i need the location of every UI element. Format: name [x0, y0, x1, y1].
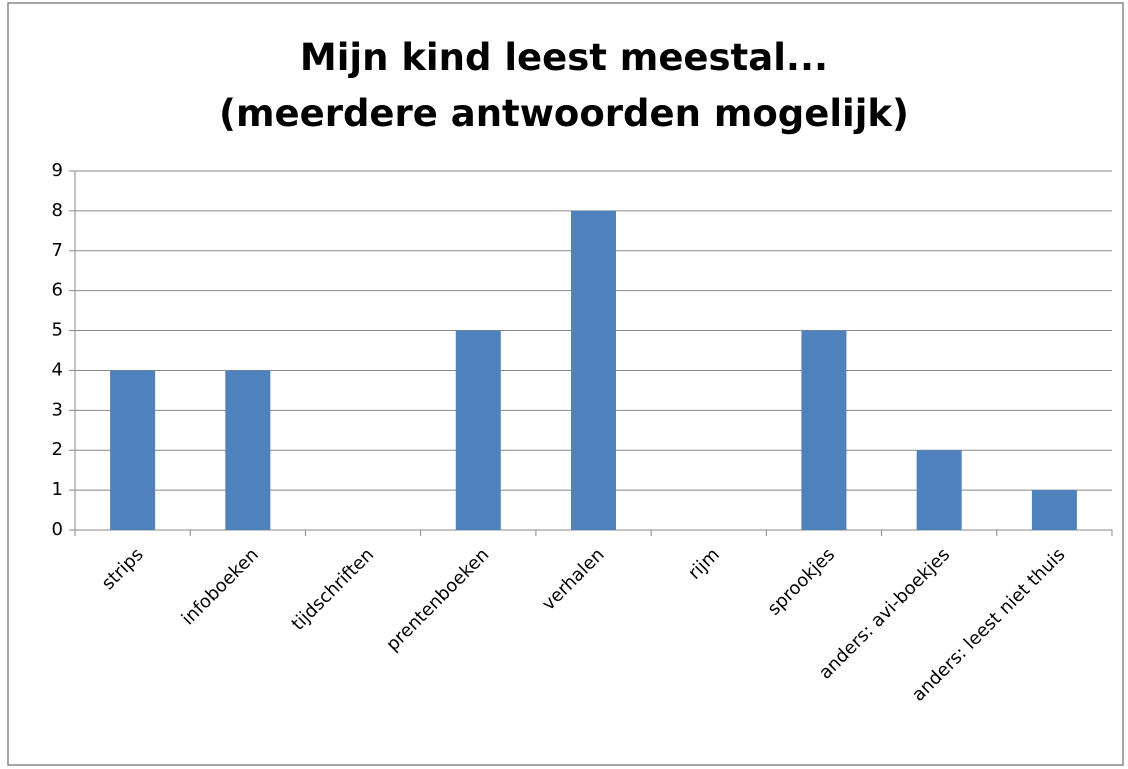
y-tick-label: 6: [52, 280, 63, 301]
y-tick-label: 2: [52, 439, 63, 460]
bar: [225, 370, 271, 530]
chart-border: [7, 2, 1124, 766]
y-tick-label: 4: [52, 359, 63, 380]
y-tick-label: 1: [52, 479, 63, 500]
chart-title: Mijn kind leest meestal... (meerdere ant…: [219, 36, 909, 135]
bar: [571, 210, 616, 530]
bar: [455, 330, 501, 530]
bar: [110, 370, 156, 530]
bar: [801, 330, 847, 530]
y-tick-label: 7: [52, 240, 63, 261]
y-tick-label: 0: [52, 519, 63, 540]
y-tick-label: 5: [52, 320, 63, 341]
y-tick-label: 8: [52, 200, 63, 221]
y-tick-label: 3: [52, 399, 63, 420]
y-tick-label: 9: [52, 160, 63, 181]
bar: [1031, 490, 1077, 530]
bar: [916, 450, 962, 530]
